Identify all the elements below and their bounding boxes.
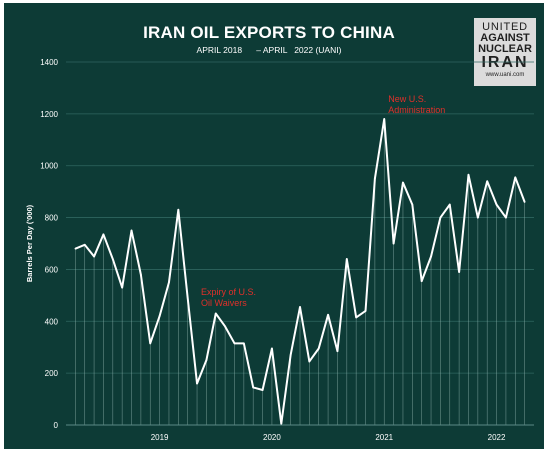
chart-title: IRAN OIL EXPORTS TO CHINA <box>143 23 395 42</box>
y-tick-label: 200 <box>45 369 59 378</box>
data-point <box>336 350 339 352</box>
data-point <box>177 208 180 211</box>
data-point <box>261 389 264 391</box>
data-point <box>392 242 395 245</box>
y-tick-label: 400 <box>45 317 59 326</box>
y-tick-label: 1000 <box>40 162 58 171</box>
data-point <box>477 216 479 219</box>
annotation-waivers-line2: Oil Waivers <box>201 298 247 308</box>
data-point <box>214 312 217 315</box>
data-point <box>93 255 95 258</box>
x-tick-label: 2022 <box>488 433 506 442</box>
data-point <box>280 422 283 425</box>
y-tick-label: 1400 <box>40 58 58 67</box>
annotation-admin-line2: Administration <box>388 105 445 115</box>
data-point <box>364 310 367 312</box>
data-point <box>112 258 114 260</box>
uani-logo: UNITED AGAINST NUCLEAR IRAN www.uani.com <box>474 18 536 86</box>
data-point <box>458 271 460 273</box>
y-tick-label: 600 <box>45 265 59 274</box>
data-point <box>355 316 357 319</box>
chart-panel: IRAN OIL EXPORTS TO CHINA APRIL 2018 – A… <box>4 3 544 449</box>
data-point <box>346 258 348 260</box>
data-point <box>402 181 404 184</box>
data-point <box>102 233 105 236</box>
data-point <box>486 180 489 183</box>
data-point <box>299 306 301 308</box>
data-point <box>271 347 273 350</box>
y-tick-label: 0 <box>54 421 59 430</box>
data-point <box>514 176 517 179</box>
data-point <box>467 173 470 176</box>
annotation-admin-line1: New U.S. <box>388 94 426 104</box>
data-point <box>149 342 152 345</box>
data-point <box>439 216 442 219</box>
data-point <box>289 354 292 356</box>
y-axis-label: Barrels Per Day ('000) <box>25 204 34 282</box>
logo-line-united: UNITED <box>482 21 528 33</box>
data-point <box>224 325 226 328</box>
annotation-waivers-line1: Expiry of U.S. <box>201 287 256 297</box>
y-tick-label: 800 <box>45 214 59 223</box>
y-tick-label: 1200 <box>40 110 58 119</box>
data-point <box>420 280 423 282</box>
data-point <box>74 247 77 250</box>
data-point <box>233 342 236 345</box>
data-point <box>83 243 86 246</box>
data-point <box>252 386 254 389</box>
data-point <box>308 360 311 363</box>
data-point <box>411 203 414 206</box>
data-point <box>168 281 170 284</box>
logo-url: www.uani.com <box>485 72 525 78</box>
x-tick-label: 2021 <box>375 433 393 442</box>
data-point <box>205 359 208 361</box>
x-tick-label: 2020 <box>263 433 281 442</box>
logo-line-iran: IRAN <box>481 54 529 71</box>
data-point <box>130 229 133 232</box>
data-point <box>523 201 526 203</box>
data-point <box>448 203 451 206</box>
data-point <box>383 118 386 120</box>
data-point <box>430 255 432 258</box>
data-point <box>196 382 198 385</box>
chart-subtitle: APRIL 2018 – APRIL 2022 (UANI) <box>196 45 342 55</box>
data-point <box>374 177 376 180</box>
logo-line-against: AGAINST <box>480 32 530 44</box>
data-point <box>317 347 320 350</box>
data-point <box>186 297 189 299</box>
data-point <box>505 216 507 219</box>
line-chart: 0 200 400 600 800 1000 1200 1400 Barrels Per Day… <box>25 58 534 442</box>
x-tick-label: 2019 <box>151 433 169 442</box>
data-point <box>140 273 142 276</box>
data-point <box>495 203 498 206</box>
data-point <box>158 315 161 317</box>
data-point <box>327 314 329 316</box>
data-point <box>121 286 123 289</box>
logo-line-nuclear: NUCLEAR <box>478 43 532 55</box>
data-point <box>243 342 245 345</box>
